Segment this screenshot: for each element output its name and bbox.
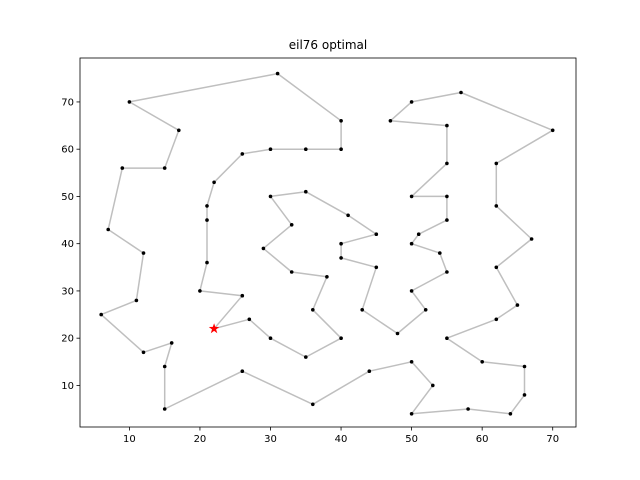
city-point bbox=[198, 289, 202, 293]
x-tick-label: 60 bbox=[476, 434, 489, 445]
city-point bbox=[339, 336, 343, 341]
city-point bbox=[431, 383, 435, 388]
city-point bbox=[177, 128, 181, 133]
city-point bbox=[409, 194, 414, 199]
city-point bbox=[445, 218, 449, 222]
city-point bbox=[169, 341, 174, 345]
city-point bbox=[289, 270, 294, 274]
city-point bbox=[339, 147, 343, 151]
city-point bbox=[311, 402, 315, 407]
city-point bbox=[529, 237, 534, 241]
y-tick-label: 70 bbox=[61, 97, 74, 108]
city-point bbox=[141, 251, 146, 255]
city-point bbox=[268, 194, 273, 199]
city-point bbox=[445, 336, 449, 341]
city-point bbox=[445, 123, 449, 128]
city-point bbox=[466, 407, 470, 411]
city-point bbox=[240, 369, 245, 374]
x-axis: 10 20 30 40 50 60 70 bbox=[123, 427, 559, 445]
city-point bbox=[374, 265, 379, 270]
x-tick-label: 10 bbox=[123, 434, 136, 445]
city-point bbox=[339, 119, 343, 123]
city-point bbox=[494, 317, 499, 322]
city-point bbox=[522, 364, 527, 369]
city-point bbox=[141, 350, 146, 355]
city-point bbox=[240, 293, 245, 298]
y-axis: 10 20 30 40 50 60 70 bbox=[61, 97, 80, 392]
city-point bbox=[134, 298, 139, 303]
city-layer bbox=[99, 71, 555, 416]
city-point bbox=[445, 270, 449, 274]
city-point bbox=[311, 308, 315, 312]
city-point bbox=[339, 241, 343, 246]
x-tick-label: 30 bbox=[264, 434, 277, 445]
city-point bbox=[438, 251, 442, 255]
city-point bbox=[162, 166, 167, 170]
city-point bbox=[106, 227, 110, 232]
y-tick-label: 50 bbox=[61, 192, 74, 203]
y-tick-label: 20 bbox=[61, 334, 74, 345]
city-point bbox=[240, 152, 245, 156]
city-point bbox=[508, 412, 513, 416]
city-point bbox=[409, 241, 414, 246]
city-point bbox=[247, 317, 252, 322]
city-point bbox=[360, 308, 365, 312]
y-tick-label: 60 bbox=[61, 145, 74, 156]
city-point bbox=[494, 204, 499, 208]
city-point bbox=[127, 100, 132, 104]
city-point bbox=[374, 232, 379, 236]
start-marker bbox=[208, 323, 220, 334]
city-point bbox=[304, 147, 308, 151]
city-point bbox=[339, 256, 343, 260]
city-point bbox=[304, 189, 308, 194]
city-point bbox=[261, 246, 266, 251]
x-tick-label: 20 bbox=[194, 434, 207, 445]
city-point bbox=[445, 194, 449, 199]
start-layer bbox=[208, 323, 220, 334]
city-point bbox=[550, 128, 555, 133]
y-tick-label: 40 bbox=[61, 239, 74, 250]
city-point bbox=[99, 312, 103, 317]
city-point bbox=[325, 275, 329, 279]
city-point bbox=[480, 360, 485, 364]
city-point bbox=[445, 161, 449, 166]
city-point bbox=[522, 393, 527, 397]
city-point bbox=[409, 412, 414, 416]
x-tick-label: 40 bbox=[335, 434, 348, 445]
city-point bbox=[289, 223, 294, 227]
city-point bbox=[409, 100, 414, 104]
x-tick-label: 50 bbox=[405, 434, 418, 445]
y-tick-label: 10 bbox=[61, 381, 74, 392]
y-tick-label: 30 bbox=[61, 286, 74, 297]
city-point bbox=[409, 360, 414, 364]
city-point bbox=[423, 308, 428, 312]
city-point bbox=[416, 232, 421, 236]
city-point bbox=[409, 289, 414, 293]
city-point bbox=[205, 204, 209, 208]
city-point bbox=[395, 331, 400, 336]
city-point bbox=[494, 161, 499, 166]
plot-frame bbox=[79, 57, 577, 428]
x-tick-label: 70 bbox=[546, 434, 559, 445]
city-point bbox=[304, 355, 308, 359]
city-point bbox=[346, 213, 350, 218]
city-point bbox=[268, 147, 273, 151]
city-point bbox=[494, 265, 499, 270]
city-point bbox=[162, 364, 167, 369]
city-point bbox=[162, 407, 167, 411]
chart-title: eil76 optimal bbox=[289, 38, 368, 52]
city-point bbox=[205, 260, 209, 265]
city-point bbox=[268, 336, 273, 341]
city-point bbox=[367, 369, 372, 374]
city-point bbox=[388, 119, 393, 123]
city-point bbox=[459, 90, 463, 95]
city-point bbox=[275, 71, 280, 76]
city-point bbox=[205, 218, 209, 222]
city-point bbox=[212, 180, 216, 185]
city-point bbox=[120, 166, 125, 170]
city-point bbox=[515, 303, 520, 307]
